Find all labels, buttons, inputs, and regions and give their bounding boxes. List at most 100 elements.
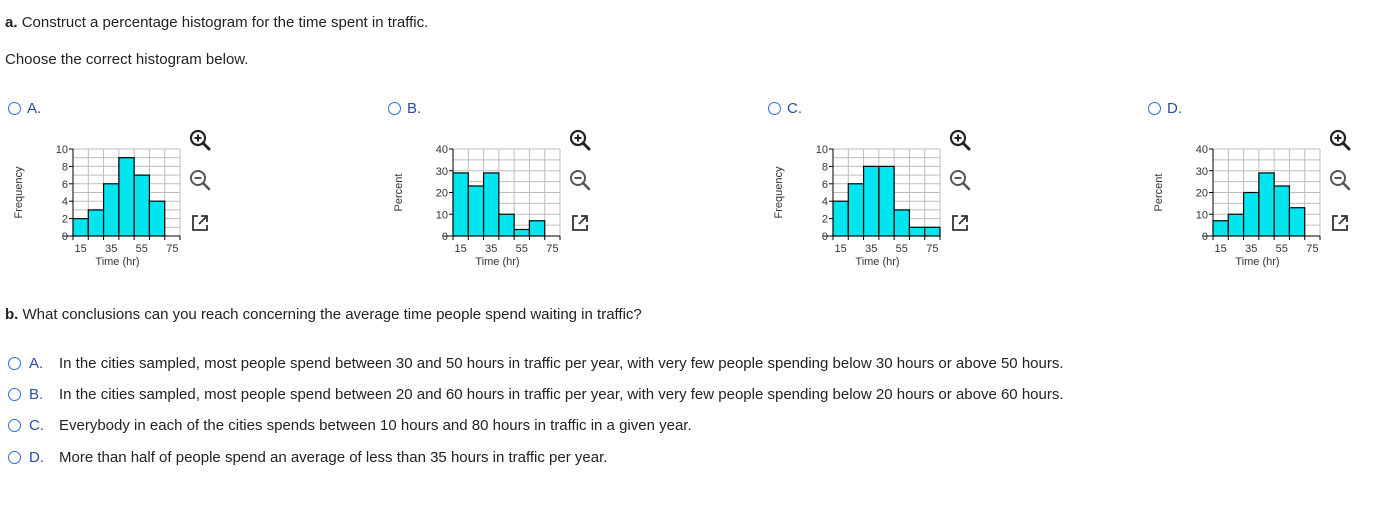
option-c-header[interactable]: C. <box>768 100 802 117</box>
part-b-choice-a-radio[interactable] <box>8 357 21 370</box>
part-b-choice-d[interactable]: D. More than half of people spend an ave… <box>8 449 607 466</box>
x-tick-label: 15 <box>75 243 87 255</box>
y-tick-label: 10 <box>816 144 828 156</box>
option-a-label: A. <box>27 100 42 117</box>
y-tick-label: 4 <box>62 196 68 208</box>
option-c-radio[interactable] <box>768 102 781 115</box>
x-tick-label: 75 <box>166 243 178 255</box>
zoom-in-icon[interactable] <box>567 127 593 153</box>
y-tick-label: 40 <box>436 144 448 156</box>
x-tick-label: 35 <box>105 243 117 255</box>
y-tick-label: 20 <box>1196 188 1208 200</box>
part-b-choice-b[interactable]: B. In the cities sampled, most people sp… <box>8 386 1064 403</box>
part-b-choice-d-radio[interactable] <box>8 451 21 464</box>
histogram-d-bar <box>1288 207 1306 237</box>
part-a-prompt: a. Construct a percentage histogram for … <box>5 14 428 31</box>
open-new-window-icon[interactable] <box>187 210 213 236</box>
histogram-d-bar <box>1242 191 1260 237</box>
x-axis-label: Time (hr) <box>1235 256 1279 268</box>
histogram-a-bar <box>72 217 89 237</box>
zoom-out-icon[interactable] <box>567 167 593 193</box>
y-tick-label: 8 <box>62 161 68 173</box>
y-tick-label: 8 <box>822 161 828 173</box>
zoom-in-icon[interactable] <box>947 127 973 153</box>
histogram-b-bar <box>513 228 531 237</box>
zoom-in-icon[interactable] <box>1327 127 1353 153</box>
y-axis-label: Percent <box>1153 174 1165 212</box>
part-b-choice-c[interactable]: C. Everybody in each of the cities spend… <box>8 417 692 434</box>
y-tick-label: 30 <box>436 166 448 178</box>
histogram-c-bar <box>832 200 849 237</box>
open-new-window-icon[interactable] <box>947 210 973 236</box>
part-b-choice-a-text: In the cities sampled, most people spend… <box>59 355 1064 372</box>
part-b-choice-d-letter: D. <box>29 449 44 466</box>
part-b-choice-b-radio[interactable] <box>8 388 21 401</box>
y-tick-label: 0 <box>822 231 828 243</box>
option-a-header[interactable]: A. <box>8 100 41 117</box>
histogram-a: 0 2 4 6 8 10 15 35 55 75 Time (hr) Frequency <box>8 135 208 270</box>
option-b-label: B. <box>407 100 422 117</box>
y-axis-label: Percent <box>393 174 405 212</box>
part-b-text: What conclusions can you reach concernin… <box>22 306 642 323</box>
part-b-prefix: b. <box>5 306 19 323</box>
zoom-out-icon[interactable] <box>1327 167 1353 193</box>
y-tick-label: 20 <box>436 188 448 200</box>
histogram-c-bar <box>908 226 926 237</box>
histogram-c-bar <box>862 165 880 237</box>
y-tick-label: 6 <box>822 179 828 191</box>
y-axis-label: Frequency <box>773 166 785 218</box>
part-b-choice-c-radio[interactable] <box>8 419 21 432</box>
histogram-a-bar <box>87 209 105 237</box>
x-tick-label: 15 <box>455 243 467 255</box>
option-c-label: C. <box>787 100 802 117</box>
histogram-a-bar <box>118 157 135 237</box>
histogram-c-bar <box>878 165 895 237</box>
zoom-in-icon[interactable] <box>187 127 213 153</box>
histogram-a-bar <box>102 183 120 237</box>
histogram-b: 0 10 20 30 40 15 35 55 75 Time (hr) Percent <box>388 135 588 270</box>
y-tick-label: 0 <box>442 231 448 243</box>
histogram-a-svg: 0 2 4 6 8 10 15 35 55 75 Time (hr) Frequency <box>13 144 181 268</box>
histogram-b-bar <box>482 172 500 237</box>
histogram-d-bar <box>1258 172 1275 237</box>
histogram-b-bar <box>467 185 485 237</box>
part-b-choice-a-letter: A. <box>29 355 44 372</box>
x-axis-label: Time (hr) <box>475 256 519 268</box>
histogram-c-bar <box>924 226 941 237</box>
y-axis-label: Frequency <box>13 166 25 218</box>
histogram-a-bar <box>133 174 151 237</box>
histogram-d-bar <box>1273 185 1291 237</box>
histogram-d-svg: 0 10 20 30 40 15 35 55 75 Time (hr) Percent <box>1153 144 1321 268</box>
histogram-c-bar <box>893 209 911 237</box>
part-b-choice-c-letter: C. <box>29 417 44 434</box>
x-axis-label: Time (hr) <box>95 256 139 268</box>
option-a-radio[interactable] <box>8 102 21 115</box>
option-d-header[interactable]: D. <box>1148 100 1182 117</box>
y-tick-label: 10 <box>56 144 68 156</box>
x-tick-label: 55 <box>896 243 908 255</box>
part-b-choice-a[interactable]: A. In the cities sampled, most people sp… <box>8 355 1064 372</box>
x-tick-label: 15 <box>835 243 847 255</box>
option-d-label: D. <box>1167 100 1182 117</box>
part-b-prompt: b. What conclusions can you reach concer… <box>5 306 642 323</box>
y-tick-label: 4 <box>822 196 828 208</box>
x-axis-label: Time (hr) <box>855 256 899 268</box>
x-tick-label: 55 <box>136 243 148 255</box>
option-d-radio[interactable] <box>1148 102 1161 115</box>
y-tick-label: 40 <box>1196 144 1208 156</box>
part-a-instruction: Choose the correct histogram below. <box>5 51 249 68</box>
part-b-choice-d-text: More than half of people spend an averag… <box>59 449 608 466</box>
zoom-out-icon[interactable] <box>947 167 973 193</box>
open-new-window-icon[interactable] <box>1327 210 1353 236</box>
part-b-choice-b-text: In the cities sampled, most people spend… <box>59 386 1064 403</box>
part-a-prefix: a. <box>5 14 18 31</box>
x-tick-label: 35 <box>1245 243 1257 255</box>
open-new-window-icon[interactable] <box>567 210 593 236</box>
x-tick-label: 35 <box>865 243 877 255</box>
y-tick-label: 2 <box>822 214 828 226</box>
zoom-out-icon[interactable] <box>187 167 213 193</box>
option-b-header[interactable]: B. <box>388 100 421 117</box>
y-tick-label: 0 <box>1202 231 1208 243</box>
part-a-text: Construct a percentage histogram for the… <box>21 14 429 31</box>
option-b-radio[interactable] <box>388 102 401 115</box>
